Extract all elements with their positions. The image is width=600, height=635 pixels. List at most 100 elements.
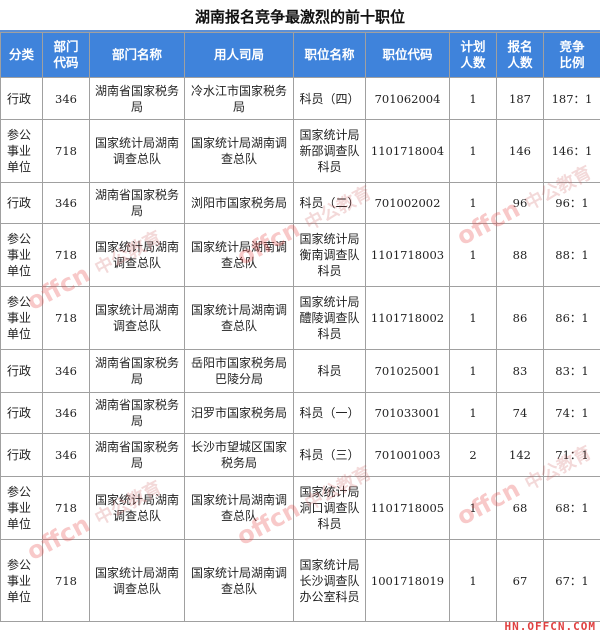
- table-cell: 1001718019: [365, 539, 450, 622]
- column-header-label: 职位代码: [382, 47, 433, 62]
- table-cell: 67：1: [543, 539, 600, 622]
- table-cell: 参公事业单位: [0, 223, 43, 287]
- table-cell: 96：1: [543, 182, 600, 224]
- table-cell: 参公事业单位: [0, 476, 43, 540]
- column-header-label: 职位名称: [304, 47, 355, 62]
- column-header: 部门代码: [42, 32, 90, 78]
- table-cell: 1: [449, 476, 497, 540]
- table-cell: 1: [449, 182, 497, 224]
- category-label: 参公事业单位: [7, 557, 32, 604]
- category-label: 行政: [7, 91, 32, 106]
- table-cell: 国家统计局长沙调查队办公室科员: [293, 539, 366, 622]
- table-cell: 行政: [0, 77, 43, 120]
- table-row: 行政 346 湖南省国家税务局 长沙市望城区国家税务局 科员（三） 701001003 2 1…: [0, 433, 600, 477]
- table-row: 行政 346 湖南省国家税务局 汨罗市国家税务局 科员（一） 701033001 1 74 74…: [0, 392, 600, 434]
- category-label: 参公事业单位: [7, 128, 32, 174]
- table-row: 参公事业单位 718 国家统计局湖南调查总队 国家统计局湖南调查总队 国家统计局长沙调查…: [0, 539, 600, 622]
- table-row: 行政 346 湖南省国家税务局 浏阳市国家税务局 科员（二） 701002002 1 96 96…: [0, 182, 600, 224]
- table-cell: 国家统计局新邵调查队科员: [293, 119, 366, 183]
- column-header: 用人司局: [184, 32, 294, 78]
- table-cell: 83: [496, 349, 544, 393]
- table-cell: 冷水江市国家税务局: [184, 77, 294, 120]
- table-cell: 国家统计局湖南调查总队: [89, 119, 185, 183]
- table-cell: 国家统计局醴陵调查队科员: [293, 286, 366, 350]
- table-cell: 146：1: [543, 119, 600, 183]
- table-cell: 湖南省国家税务局: [89, 433, 185, 477]
- category-label: 行政: [7, 196, 32, 210]
- table-row: 参公事业单位 718 国家统计局湖南调查总队 国家统计局湖南调查总队 国家统计局衡南调查…: [0, 223, 600, 287]
- table-cell: 1101718005: [365, 476, 450, 540]
- table-cell: 岳阳市国家税务局巴陵分局: [184, 349, 294, 393]
- column-header: 报名人数: [496, 32, 544, 78]
- column-header: 分类: [0, 32, 43, 78]
- table-cell: 71：1: [543, 433, 600, 477]
- column-header: 部门名称: [89, 32, 185, 78]
- table-cell: 湖南省国家税务局: [89, 392, 185, 434]
- table-cell: 浏阳市国家税务局: [184, 182, 294, 224]
- table-cell: 346: [42, 392, 90, 434]
- table-cell: 湖南省国家税务局: [89, 77, 185, 120]
- table-cell: 国家统计局湖南调查总队: [89, 286, 185, 350]
- table-cell: 718: [42, 539, 90, 622]
- column-header-label: 报名人数: [507, 39, 533, 70]
- table-cell: 湖南省国家税务局: [89, 182, 185, 224]
- table-row: 行政 346 湖南省国家税务局 岳阳市国家税务局巴陵分局 科员 701025001 1 83 8…: [0, 349, 600, 393]
- table-cell: 142: [496, 433, 544, 477]
- column-header-label: 用人司局: [213, 47, 264, 62]
- table-cell: 1101718003: [365, 223, 450, 287]
- table-cell: 187：1: [543, 77, 600, 120]
- category-label: 行政: [7, 406, 32, 420]
- category-label: 参公事业单位: [7, 485, 32, 531]
- title-divider: [0, 30, 600, 32]
- table-cell: 146: [496, 119, 544, 183]
- table-cell: 74：1: [543, 392, 600, 434]
- table-row: 参公事业单位 718 国家统计局湖南调查总队 国家统计局湖南调查总队 国家统计局新邵调查…: [0, 119, 600, 183]
- column-header-label: 部门名称: [111, 47, 162, 62]
- table-cell: 国家统计局洞口调查队科员: [293, 476, 366, 540]
- column-header-label: 计划人数: [460, 39, 486, 70]
- table-cell: 行政: [0, 392, 43, 434]
- table-cell: 国家统计局湖南调查总队: [184, 119, 294, 183]
- column-header: 计划人数: [449, 32, 497, 78]
- table-cell: 346: [42, 77, 90, 120]
- column-header-label: 部门代码: [53, 39, 79, 70]
- table-cell: 行政: [0, 349, 43, 393]
- category-label: 参公事业单位: [7, 295, 32, 341]
- table-cell: 国家统计局湖南调查总队: [184, 539, 294, 622]
- table-cell: 行政: [0, 182, 43, 224]
- column-header-label: 竞争比例: [559, 39, 585, 70]
- table-cell: 1101718004: [365, 119, 450, 183]
- table-cell: 国家统计局湖南调查总队: [89, 539, 185, 622]
- table-cell: 科员（二）: [293, 182, 366, 224]
- table-cell: 701025001: [365, 349, 450, 393]
- column-header: 竞争比例: [543, 32, 600, 78]
- column-header-label: 分类: [8, 47, 34, 62]
- table-cell: 国家统计局湖南调查总队: [184, 223, 294, 287]
- table-cell: 718: [42, 223, 90, 287]
- table-cell: 国家统计局湖南调查总队: [184, 286, 294, 350]
- table-cell: 科员（三）: [293, 433, 366, 477]
- table-cell: 74: [496, 392, 544, 434]
- table-cell: 88: [496, 223, 544, 287]
- table-cell: 1: [449, 119, 497, 183]
- table-cell: 1: [449, 349, 497, 393]
- table-cell: 国家统计局湖南调查总队: [184, 476, 294, 540]
- table-cell: 88：1: [543, 223, 600, 287]
- table-cell: 701062004: [365, 77, 450, 120]
- table-cell: 1: [449, 286, 497, 350]
- table-cell: 86：1: [543, 286, 600, 350]
- table-cell: 科员（一）: [293, 392, 366, 434]
- table-cell: 湖南省国家税务局: [89, 349, 185, 393]
- table-cell: 科员: [293, 349, 366, 393]
- table-cell: 346: [42, 182, 90, 224]
- table-cell: 科员（四）: [293, 77, 366, 120]
- table-cell: 68: [496, 476, 544, 540]
- table-cell: 83：1: [543, 349, 600, 393]
- table-cell: 718: [42, 476, 90, 540]
- table-cell: 1: [449, 77, 497, 120]
- table-cell: 长沙市望城区国家税务局: [184, 433, 294, 477]
- table-cell: 参公事业单位: [0, 119, 43, 183]
- table-cell: 参公事业单位: [0, 286, 43, 350]
- table-cell: 1101718002: [365, 286, 450, 350]
- page-title: 湖南报名竞争最激烈的前十职位: [194, 8, 405, 26]
